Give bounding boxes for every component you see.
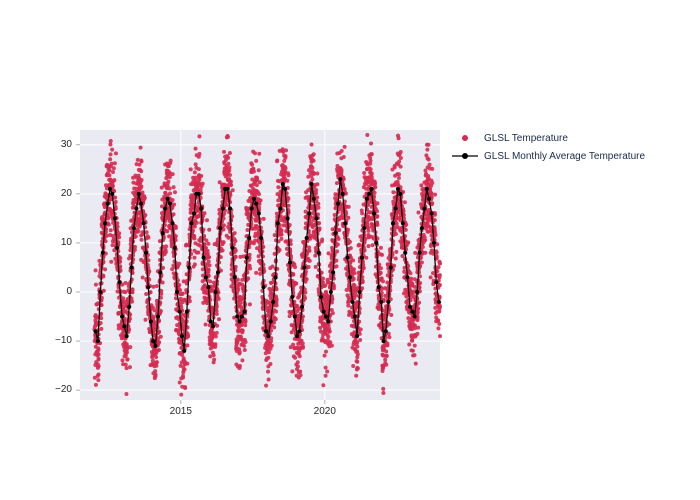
y-tick-label: −20	[42, 384, 72, 395]
legend-item-scatter: GLSL Temperature	[450, 130, 645, 146]
legend: GLSL Temperature GLSL Monthly Average Te…	[450, 130, 645, 166]
legend-item-line: GLSL Monthly Average Temperature	[450, 148, 645, 164]
y-tick-label: 0	[42, 286, 72, 297]
legend-line-label: GLSL Monthly Average Temperature	[484, 151, 645, 162]
legend-scatter-marker	[450, 132, 480, 144]
legend-scatter-label: GLSL Temperature	[484, 133, 568, 144]
y-tick-label: −10	[42, 335, 72, 346]
figure: −20 −10 0 10 20 30 2015 2020 GLSL Temperature …	[0, 0, 700, 500]
x-tick-label: 2020	[310, 406, 340, 417]
legend-line-marker	[450, 150, 480, 162]
y-tick-label: 30	[42, 139, 72, 150]
plot-area	[80, 130, 440, 400]
scatter-series	[92, 133, 442, 397]
y-tick-label: 10	[42, 237, 72, 248]
x-tick-label: 2015	[166, 406, 196, 417]
y-tick-label: 20	[42, 188, 72, 199]
